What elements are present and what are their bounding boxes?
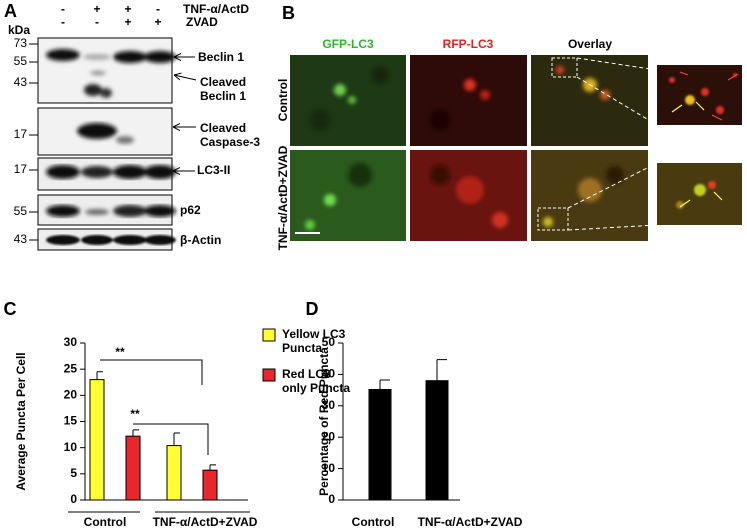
y-tick-label: 30 <box>64 335 78 349</box>
lane-sign: - <box>61 15 65 29</box>
error-bar <box>436 359 447 381</box>
bar <box>125 435 141 501</box>
bar <box>89 379 105 501</box>
kda-label: kDa <box>8 23 30 37</box>
micrographs <box>290 55 742 241</box>
marker-label: 17 <box>14 162 28 176</box>
condition-label: TNF-α/ActD <box>183 2 249 16</box>
marker-label: 43 <box>14 232 28 246</box>
y-axis-label: Average Puncta Per Cell <box>14 352 28 490</box>
error-bar <box>96 371 103 380</box>
legend-swatch <box>262 368 276 382</box>
row-label: Control <box>276 79 290 122</box>
y-tick-label: 50 <box>322 335 336 349</box>
lane-sign: + <box>93 2 100 16</box>
error-bar <box>132 429 139 437</box>
bar <box>202 469 218 501</box>
band-label: β-Actin <box>180 233 221 247</box>
bar <box>368 388 392 501</box>
y-tick-label: 10 <box>64 440 78 454</box>
y-tick-label: 5 <box>70 466 77 480</box>
band-label: Beclin 1 <box>198 50 244 64</box>
marker-label: 73 <box>14 36 28 50</box>
lane-sign: - <box>156 2 160 16</box>
band-label: p62 <box>180 203 201 217</box>
panel-label: A <box>4 1 17 21</box>
y-tick-label: 25 <box>64 361 78 375</box>
condition-label: ZVAD <box>186 15 218 29</box>
column-header: GFP-LC3 <box>322 37 374 51</box>
column-header: RFP-LC3 <box>443 37 494 51</box>
error-bar <box>173 432 180 446</box>
lane-sign: + <box>154 15 161 29</box>
x-tick-label: Control <box>84 515 127 529</box>
y-tick-label: 0 <box>70 492 77 506</box>
legend-label: Yellow LC3 Puncta <box>282 327 346 355</box>
band-label: Cleaved Caspase-3 <box>200 121 261 149</box>
y-tick-label: 0 <box>328 492 335 506</box>
significance-label: ** <box>130 407 140 421</box>
legend-swatch <box>262 328 276 342</box>
band-label: Cleaved Beclin 1 <box>200 75 247 103</box>
band-label: LC3-II <box>197 163 230 177</box>
bar <box>166 445 182 501</box>
row-label: TNF-α/ActD+ZVAD <box>276 145 290 250</box>
legend-label: Red LC3 only Puncta <box>282 367 351 395</box>
arrow <box>174 75 197 81</box>
error-bar <box>209 464 216 471</box>
y-tick-label: 30 <box>322 398 336 412</box>
lane-sign: + <box>124 15 131 29</box>
lane-sign: + <box>124 2 131 16</box>
x-tick-label: Control <box>352 515 395 529</box>
panel-label: D <box>306 299 319 319</box>
bar <box>425 380 449 501</box>
significance-bracket <box>133 423 209 455</box>
marker-label: 55 <box>14 204 28 218</box>
marker-label: 43 <box>14 75 28 89</box>
lane-sign: - <box>95 15 99 29</box>
significance-label: ** <box>115 345 125 359</box>
y-tick-label: 15 <box>64 414 78 428</box>
western-blot <box>37 37 176 251</box>
x-tick-label: TNF-α/ActD+ZVAD <box>418 515 523 529</box>
significance-bracket <box>100 359 203 385</box>
error-bar <box>379 379 390 390</box>
lane-sign: - <box>61 2 65 16</box>
panel-label: C <box>4 299 17 319</box>
y-tick-label: 20 <box>322 429 336 443</box>
panel-label: B <box>282 3 295 23</box>
marker-label: 55 <box>14 54 28 68</box>
column-header: Overlay <box>568 37 612 51</box>
x-tick-label: TNF-α/ActD+ZVAD <box>153 515 258 529</box>
y-tick-label: 40 <box>322 367 336 381</box>
y-tick-label: 10 <box>322 461 336 475</box>
y-axis-label: Percentage of Red Puncta <box>317 347 331 496</box>
y-tick-label: 20 <box>64 388 78 402</box>
marker-label: 17 <box>14 127 28 141</box>
